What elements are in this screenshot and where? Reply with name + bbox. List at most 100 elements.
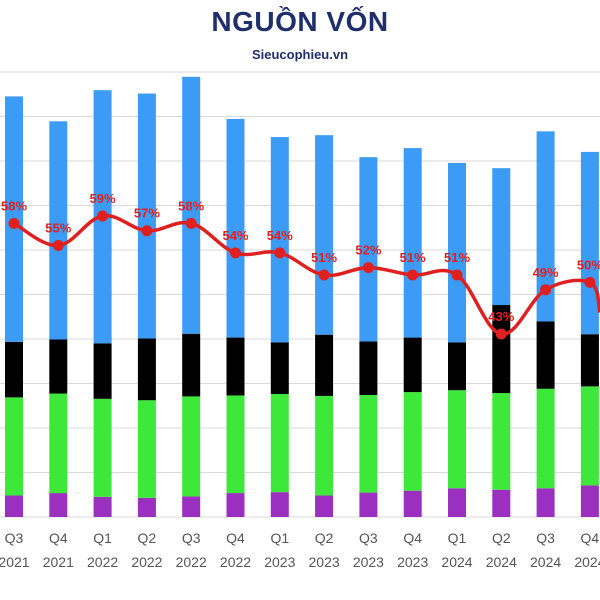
bar-segment-3 [182,76,201,334]
bar-segment-1 [49,393,68,494]
ratio-point [362,262,374,274]
chart-title: NGUỒN VỐN [211,6,389,37]
ratio-label: 54% [267,228,293,243]
bar-segment-0 [403,490,422,517]
bar-segment-3 [403,148,422,338]
bar-segment-0 [448,488,466,517]
ratio-label: 57% [134,206,160,221]
x-tick-year: 2024 [574,554,600,570]
x-tick-year: 2022 [87,554,118,570]
bar-segment-1 [580,386,599,486]
ratio-point [141,225,153,237]
bar-segment-2 [226,337,245,396]
bar-segment-3 [137,93,156,339]
x-axis-ticks: Q3 2021 Q4 2021 Q1 2022 Q2 2022 Q3 2022 Q4 2022 Q1 20… [0,530,600,570]
bar-segment-2 [137,338,156,401]
bar-segment-3 [448,162,466,343]
x-tick-quarter: Q2 [492,530,511,546]
bar-segment-1 [270,394,289,493]
x-tick-quarter: Q1 [448,530,467,546]
bar-segment-3 [580,151,599,335]
ratio-label: 43% [488,309,514,324]
bar-segment-1 [492,393,511,490]
bar-segment-2 [93,343,112,399]
bar-segment-1 [359,394,378,493]
bar-segment-0 [315,495,334,517]
ratio-line [8,210,600,340]
x-tick-quarter: Q4 [226,530,245,546]
bar-segment-3 [359,157,378,342]
bar-segment-2 [403,337,422,393]
bar-segment-2 [315,334,334,396]
bar-segment-2 [536,321,555,389]
ratio-point [495,328,507,340]
chart-subtitle: Sieucophieu.vn [251,47,349,62]
ratio-label: 59% [90,191,116,206]
bar-segment-1 [226,395,245,494]
ratio-point [274,247,286,259]
ratio-point [584,276,596,288]
x-tick-year: 2024 [486,554,517,570]
bar-segment-1 [93,398,112,497]
x-tick-year: 2024 [530,554,561,570]
bars [5,76,599,517]
bar-segment-0 [580,485,599,517]
ratio-point [407,269,419,281]
x-tick-quarter: Q3 [359,530,378,546]
bar-segment-0 [49,493,68,517]
x-tick-year: 2023 [353,554,384,570]
bar-segment-1 [137,400,156,498]
ratio-point [97,210,109,222]
x-tick-year: 2022 [220,554,251,570]
x-tick-quarter: Q1 [93,530,112,546]
bar-segment-0 [492,489,511,517]
bar-segment-3 [226,118,245,338]
x-tick-quarter: Q3 [182,530,201,546]
x-tick-year: 2023 [264,554,295,570]
bar-segment-0 [93,496,112,517]
ratio-label: 54% [222,228,248,243]
ratio-label: 51% [400,250,426,265]
ratio-point [540,284,552,296]
bar-segment-0 [226,493,245,517]
bar-segment-2 [580,334,599,387]
bar-segment-0 [137,497,156,517]
ratio-point [8,217,20,229]
bar-segment-2 [49,339,68,394]
bar-segment-2 [448,342,466,391]
ratio-point [230,247,241,259]
bar-segment-3 [315,135,334,335]
ratio-point [185,217,197,229]
x-tick-year: 2022 [176,554,207,570]
ratio-label: 58% [1,198,27,213]
x-tick-year: 2022 [131,554,162,570]
bar-segment-0 [182,496,201,517]
x-tick-year: 2023 [397,554,428,570]
bar-segment-1 [182,396,201,497]
bar-segment-0 [359,492,378,517]
bar-segment-2 [5,341,23,398]
x-tick-quarter: Q2 [315,530,334,546]
bar-segment-2 [359,341,378,395]
ratio-point [52,239,64,251]
x-tick-quarter: Q2 [138,530,157,546]
bar-segment-1 [536,388,555,489]
bar-segment-0 [5,495,23,517]
bar-segment-3 [536,131,555,322]
x-tick-quarter: Q4 [49,530,68,546]
x-tick-quarter: Q3 [536,530,555,546]
ratio-labels: 58% 55% 59% 57% 58% 54% 54% 51% 52% 51% 51% 43% 49% 5… [1,191,600,324]
ratio-label: 49% [533,265,559,280]
bar-segment-2 [492,305,511,394]
bar-segment-3 [270,137,289,343]
ratio-label: 58% [178,198,204,213]
bar-segment-2 [270,342,289,395]
x-tick-year: 2021 [0,554,30,570]
x-tick-quarter: Q3 [5,530,24,546]
bar-segment-1 [315,395,334,496]
bar-segment-3 [49,121,68,340]
x-tick-quarter: Q1 [270,530,289,546]
ratio-label: 55% [45,220,71,235]
x-tick-quarter: Q4 [403,530,422,546]
